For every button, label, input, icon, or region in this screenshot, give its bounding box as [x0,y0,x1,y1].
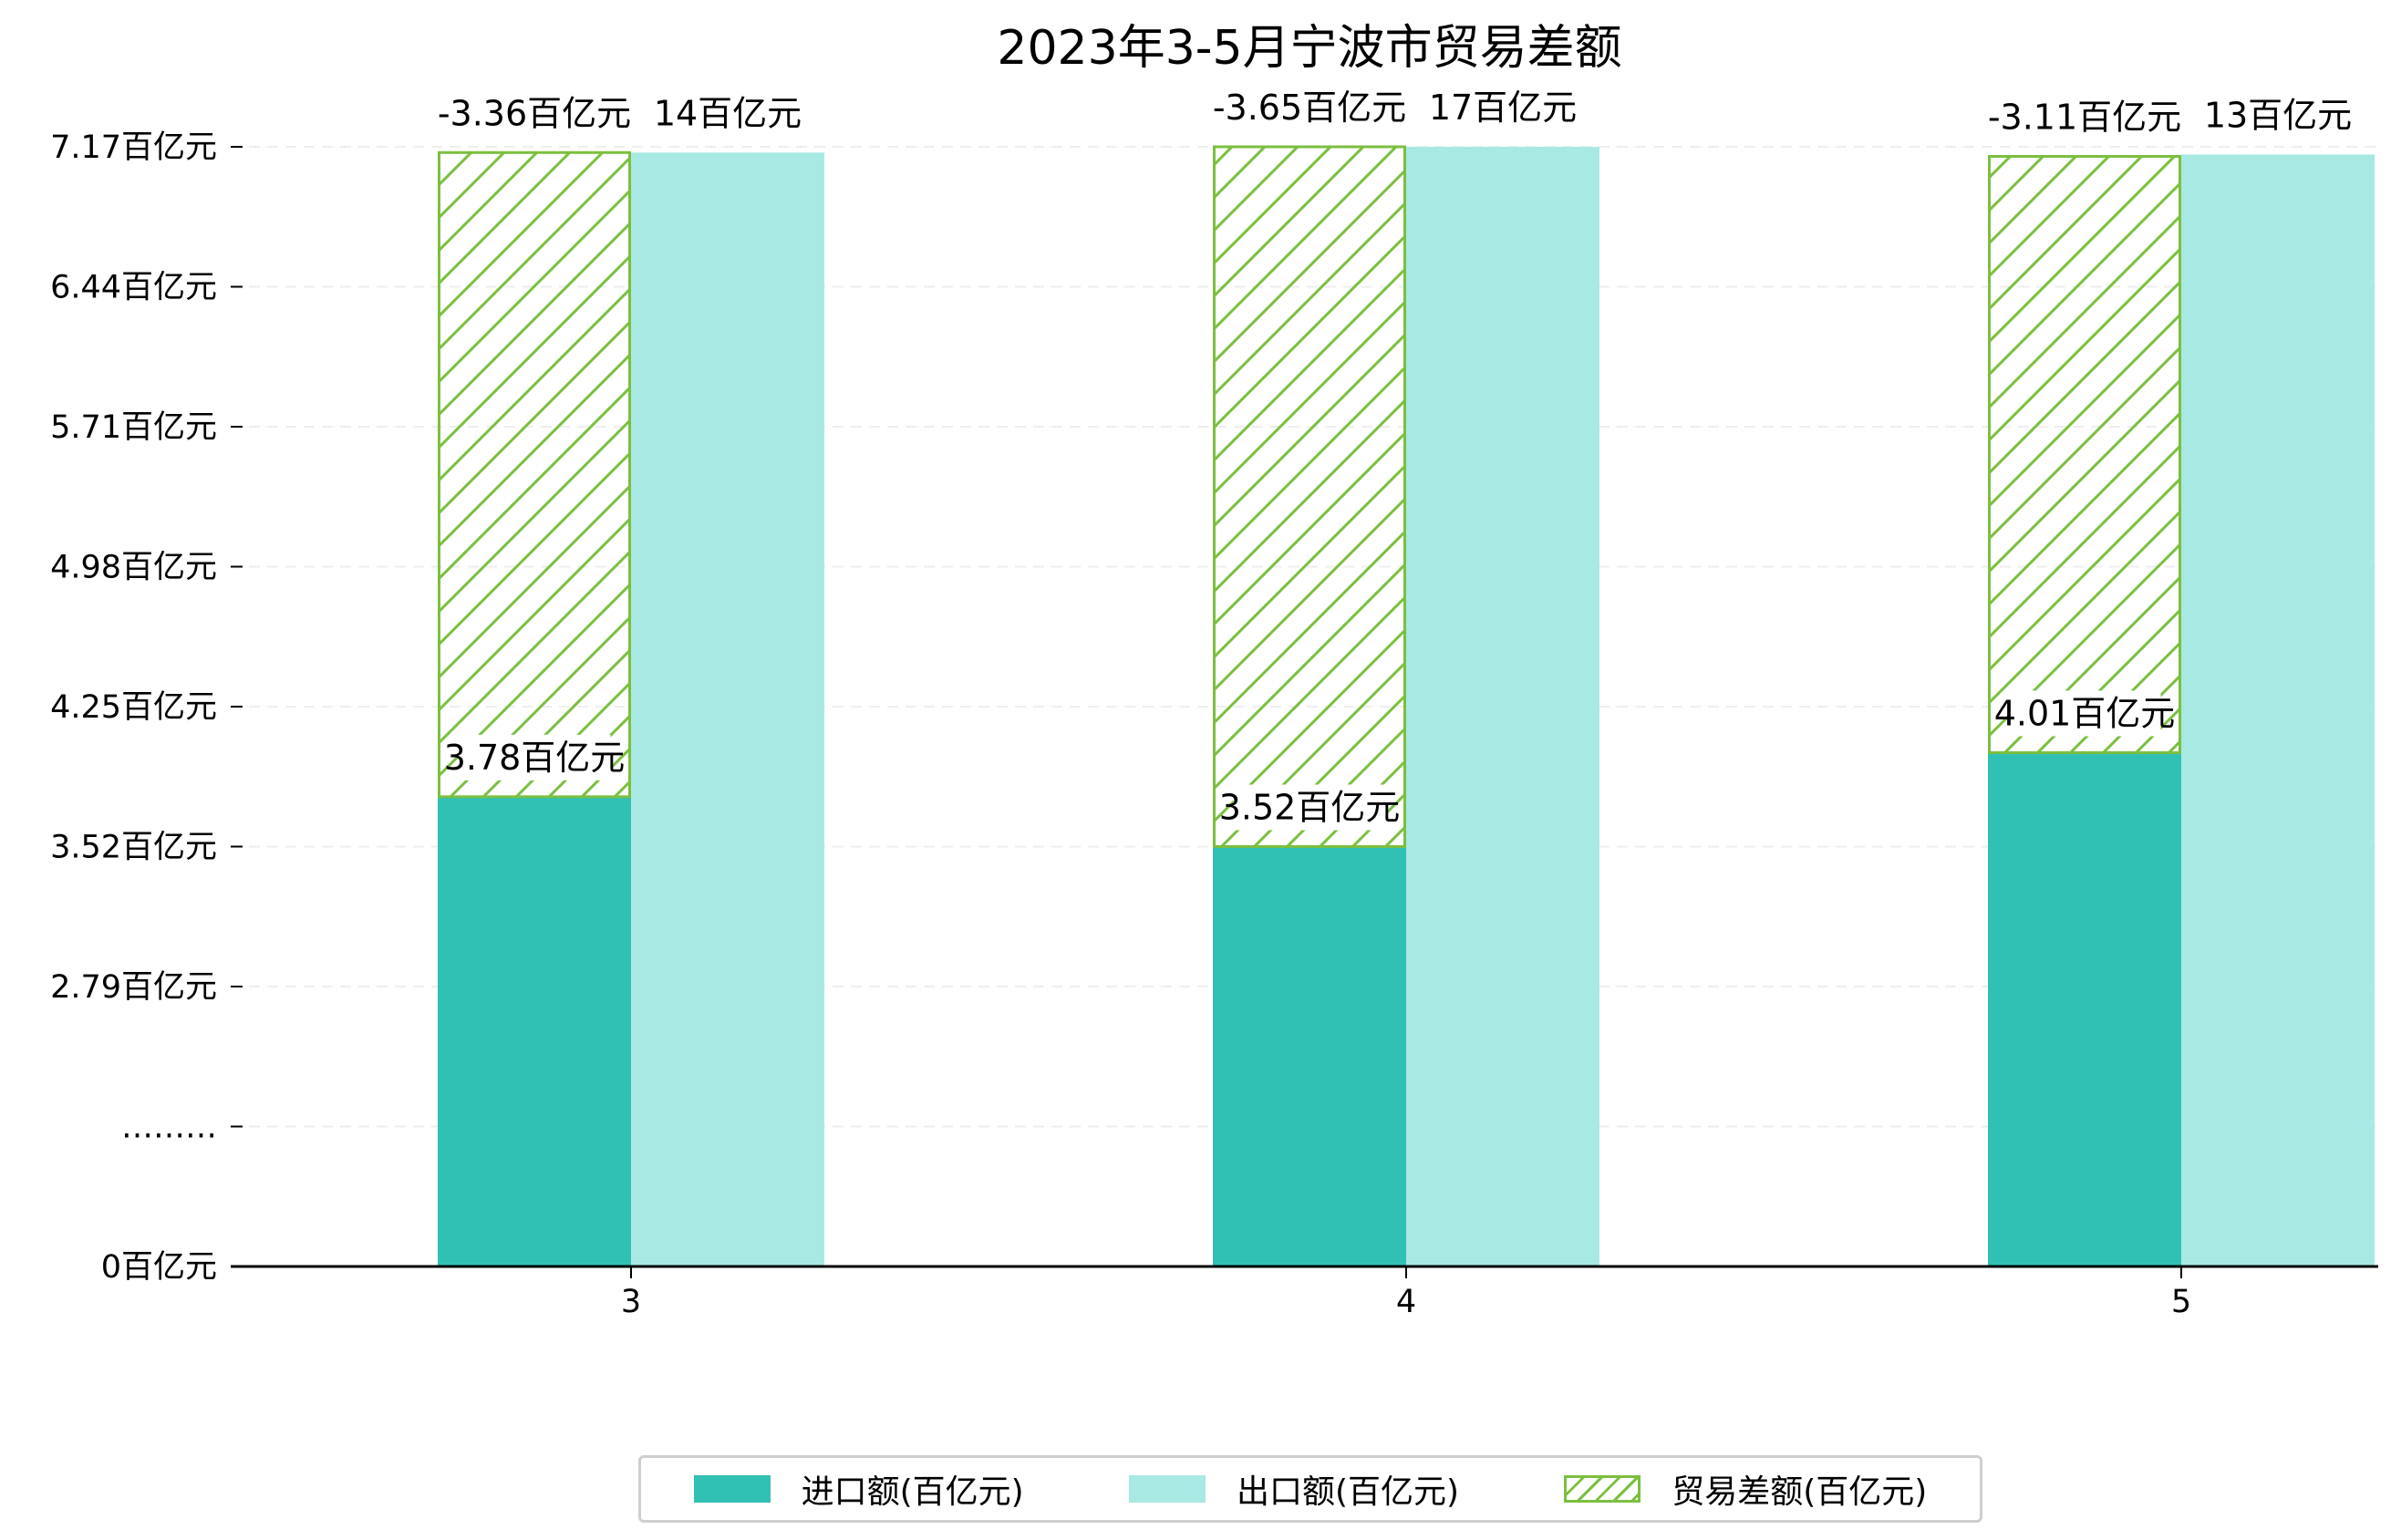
legend-swatch-export [1128,1475,1206,1503]
data-label-bg [1999,94,2170,140]
x-axis: 3 4 5 [621,1266,2191,1320]
bars [438,145,2375,1266]
y-axis: 0百亿元 ……… 2.79百亿元 3.52百亿元 4.25百亿元 4.98百亿元 5.71百… [50,129,243,1286]
data-labels: 3.78百亿元 -3.36百亿元 14百亿元 3.52百亿元 -3.65百亿元 17百亿元… [438,85,2352,831]
legend-label-export: 出口额(百亿元) [1236,1473,1460,1511]
data-label-bg [1224,85,1395,130]
bar-trade-balance [438,150,631,799]
chart-title: 2023年3-5月宁波市贸易差额 [997,21,1621,76]
legend-swatch-diff [1564,1475,1641,1503]
y-tick-label: 5.71百亿元 [50,409,217,446]
data-label: -3.36百亿元 [438,93,631,133]
y-tick-label: 3.52百亿元 [50,830,217,866]
data-label-bg [670,90,785,137]
bar-export [2181,154,2375,1266]
data-label-bg [2220,92,2335,139]
bar-import [1213,846,1406,1266]
bar-trade-balance [1988,155,2181,754]
legend-label-diff: 贸易差额(百亿元) [1672,1473,1928,1511]
legend-item-export: 出口额(百亿元) [1128,1465,1460,1513]
x-tick-label: 5 [2171,1284,2191,1320]
data-label-bg [1233,784,1386,831]
y-tick-label: 6.44百亿元 [50,270,217,306]
bar-import [1988,752,2181,1266]
legend-swatch-import [693,1475,771,1503]
y-tick-label: 4.98百亿元 [50,550,217,586]
data-label: 17百亿元 [1429,88,1577,128]
data-label: 13百亿元 [2204,95,2352,135]
data-label-bg [449,90,620,137]
y-tick-label: 0百亿元 [101,1249,217,1286]
data-label: 14百亿元 [654,93,802,133]
y-tick-label: 4.25百亿元 [50,689,217,726]
bar-export [1406,147,1599,1266]
legend: 进口额(百亿元) 出口额(百亿元) 贸易差额(百亿元) [638,1455,1982,1523]
data-label-bg [458,734,611,780]
bar-trade-balance [1213,145,1406,848]
legend-item-import: 进口额(百亿元) [693,1465,1024,1513]
legend-label-import: 进口额(百亿元) [801,1473,1024,1511]
bar-import [438,796,631,1266]
bar-export [631,152,824,1266]
data-label-bg [1445,85,1560,130]
y-tick-label: ……… [121,1110,217,1146]
data-label: 3.52百亿元 [1219,788,1401,828]
data-label: -3.11百亿元 [1988,98,2181,138]
y-tick-label: 7.17百亿元 [50,129,217,166]
data-label: 4.01百亿元 [1994,693,2176,733]
data-label: -3.65百亿元 [1213,88,1406,128]
x-tick-label: 4 [1396,1284,1416,1320]
data-label: 3.78百亿元 [444,738,626,778]
legend-item-diff: 贸易差额(百亿元) [1564,1465,1927,1513]
data-label-bg [2008,690,2161,737]
y-tick-label: 2.79百亿元 [50,969,217,1006]
x-tick-label: 3 [621,1284,641,1320]
